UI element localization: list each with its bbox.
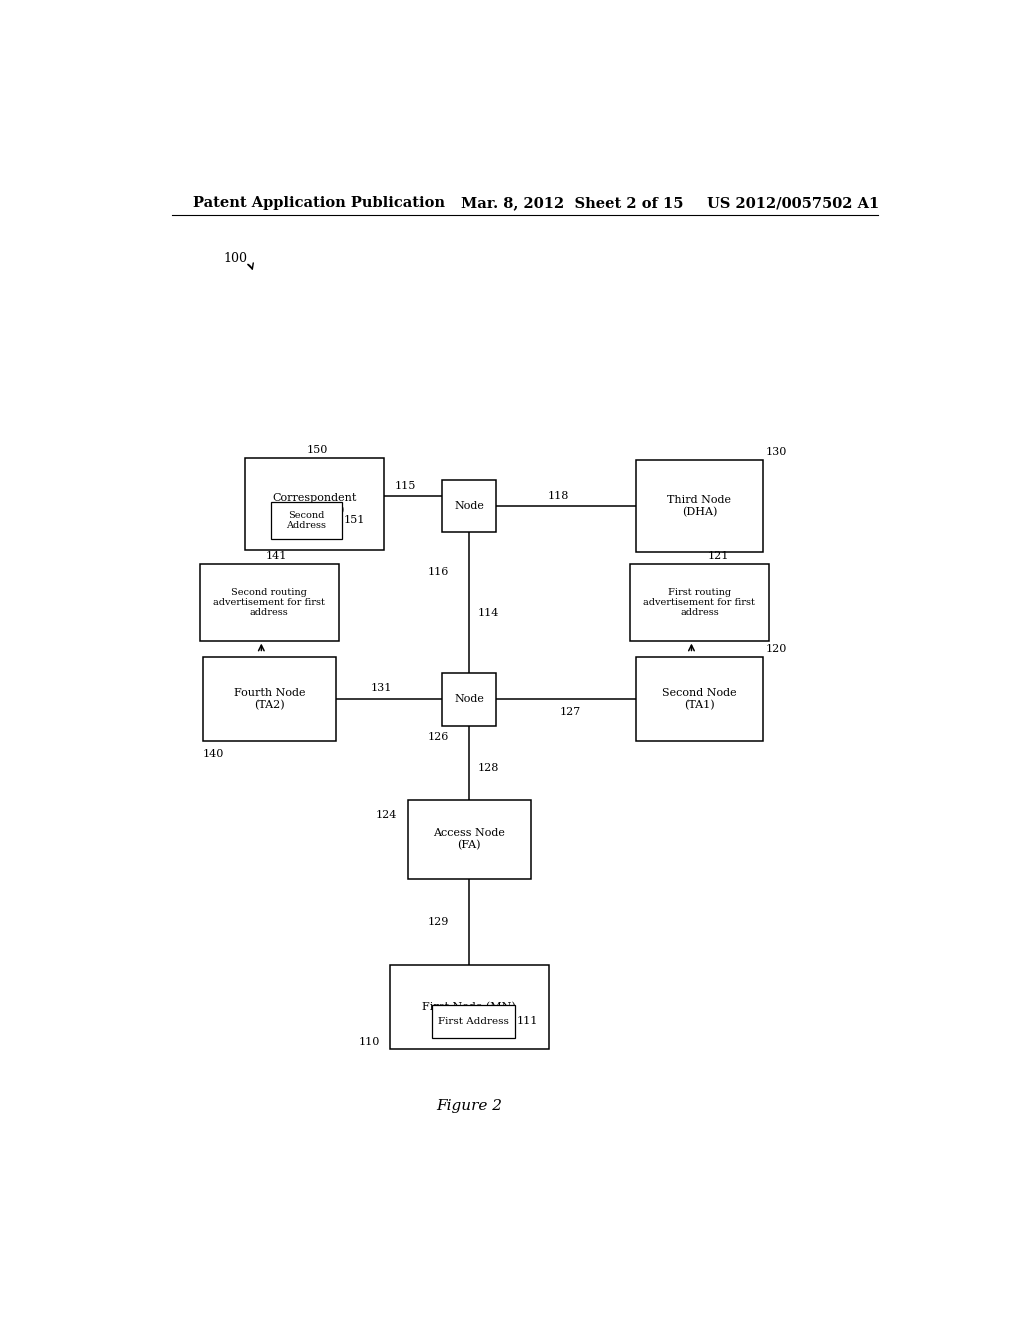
Text: 141: 141: [265, 552, 287, 561]
Bar: [200, 565, 339, 640]
Text: Fourth Node
(TA2): Fourth Node (TA2): [233, 688, 305, 710]
Text: Second routing
advertisement for first
address: Second routing advertisement for first a…: [213, 587, 326, 618]
Text: Figure 2: Figure 2: [436, 1098, 502, 1113]
Text: 140: 140: [203, 748, 224, 759]
Text: 131: 131: [371, 682, 392, 693]
Text: 100: 100: [223, 252, 247, 265]
Text: Second
Address: Second Address: [287, 511, 327, 529]
Text: 114: 114: [477, 607, 499, 618]
Text: 111: 111: [516, 1016, 538, 1027]
Text: Third Node
(DHA): Third Node (DHA): [668, 495, 731, 517]
Text: 151: 151: [344, 515, 366, 525]
Text: Patent Application Publication: Patent Application Publication: [194, 197, 445, 210]
Bar: [636, 461, 763, 552]
Text: Mar. 8, 2012  Sheet 2 of 15: Mar. 8, 2012 Sheet 2 of 15: [461, 197, 684, 210]
Text: First Node (MN): First Node (MN): [422, 1002, 516, 1012]
Text: 127: 127: [559, 708, 581, 718]
Text: 120: 120: [766, 644, 787, 655]
Bar: [270, 502, 342, 539]
Text: First routing
advertisement for first
address: First routing advertisement for first ad…: [643, 587, 756, 618]
Text: 115: 115: [394, 480, 416, 491]
Text: Second Node
(TA1): Second Node (TA1): [663, 688, 736, 710]
Text: 110: 110: [358, 1036, 380, 1047]
Text: 129: 129: [428, 917, 450, 927]
Bar: [203, 657, 336, 741]
Text: 121: 121: [708, 552, 729, 561]
Bar: [408, 800, 530, 879]
Bar: [442, 673, 497, 726]
Text: Node: Node: [455, 694, 484, 704]
Text: 126: 126: [428, 733, 450, 742]
Text: First Address: First Address: [438, 1016, 509, 1026]
Bar: [390, 965, 549, 1049]
Text: 118: 118: [548, 491, 568, 500]
Text: 128: 128: [477, 763, 499, 772]
Text: 150: 150: [306, 445, 328, 455]
Bar: [636, 657, 763, 741]
Bar: [431, 1005, 515, 1038]
Text: 130: 130: [766, 447, 787, 457]
Text: 124: 124: [376, 810, 397, 820]
Bar: [442, 479, 497, 532]
Bar: [245, 458, 384, 549]
Text: 116: 116: [428, 568, 450, 577]
Text: Access Node
(FA): Access Node (FA): [433, 829, 505, 850]
Text: Node: Node: [455, 502, 484, 511]
Text: Correspondent
Node (CN): Correspondent Node (CN): [272, 492, 356, 515]
Text: US 2012/0057502 A1: US 2012/0057502 A1: [708, 197, 880, 210]
Bar: [630, 565, 769, 640]
